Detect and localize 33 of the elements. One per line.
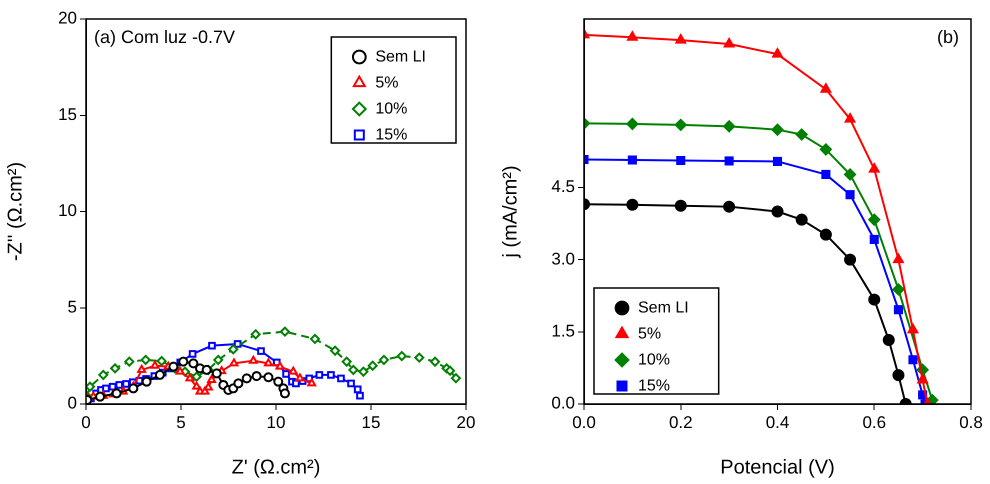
y-tick-label: 5 [68,297,77,316]
y-axis-title: j (mA/cm²) [500,165,522,259]
x-tick-label: 0.6 [862,412,886,432]
y-tick-label: 1.5 [551,322,575,340]
x-tick-label: 0.4 [766,412,790,432]
x-axis-title: Z' (Ω.cm²) [232,456,320,479]
y-tick-label: 10 [58,201,77,220]
x-tick-label: 0.8 [959,412,983,432]
x-axis-title: Potencial (V) [720,456,835,479]
legend-label: 15% [638,377,670,394]
legend-label: 10% [375,100,408,118]
x-tick-label: 15 [362,412,380,432]
x-tick-label: 5 [176,412,186,432]
y-tick-label: 3.0 [551,249,575,268]
legend-label: 5% [375,74,398,92]
y-tick-label: 20 [58,8,77,28]
annotation: (a) Com luz -0.7V [94,26,236,47]
y-tick-label: 4.5 [551,177,575,196]
legend-label: 15% [375,126,408,144]
y-tick-label: 15 [58,104,77,124]
x-tick-label: 20 [456,412,476,432]
x-tick-label: 0 [81,412,91,432]
annotation: (b) [937,26,959,47]
x-tick-label: 0.0 [572,412,596,432]
y-tick-label: 0 [68,394,77,413]
legend-label: 5% [638,325,662,342]
legend-label: 10% [638,351,670,368]
x-tick-label: 10 [266,412,286,432]
y-axis-title: -Z'' (Ω.cm²) [4,162,27,262]
y-tick-label: 0.0 [551,394,575,413]
legend-label: Sem LI [638,299,689,316]
legend-label: Sem LI [375,48,426,66]
x-tick-label: 0.2 [668,412,693,432]
